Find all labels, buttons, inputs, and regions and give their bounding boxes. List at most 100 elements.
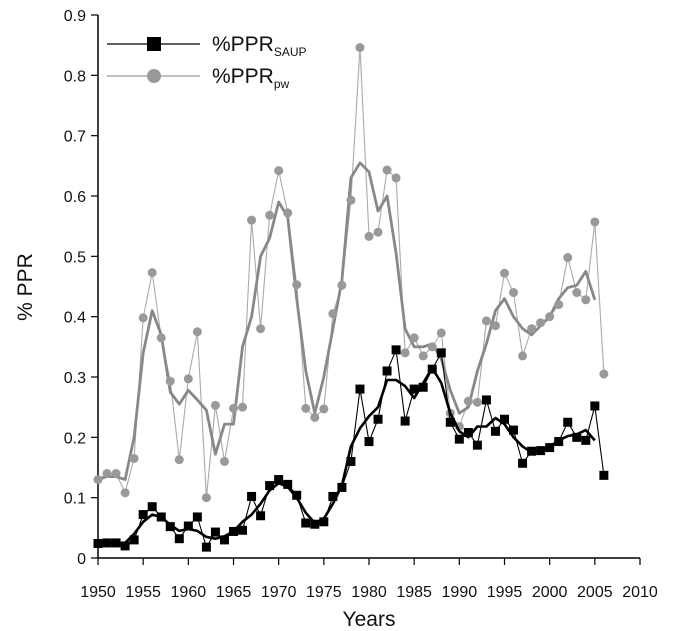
- data-point-pw: [490, 321, 500, 331]
- data-point-pw: [265, 210, 275, 220]
- y-tick-label: 0.5: [64, 249, 86, 266]
- data-point-pw: [346, 195, 356, 205]
- data-point-pw: [174, 455, 184, 465]
- data-point-pw: [111, 469, 121, 479]
- y-tick-label: 0.2: [64, 430, 86, 447]
- data-point-saup: [183, 521, 193, 531]
- data-point-saup: [509, 425, 519, 435]
- data-point-pw: [156, 333, 166, 343]
- x-tick-label: 1965: [216, 584, 252, 601]
- series-line-pw: [97, 47, 605, 498]
- data-point-pw: [229, 403, 238, 413]
- data-point-saup: [219, 535, 229, 545]
- y-tick-label: 0.3: [64, 370, 86, 387]
- data-point-saup: [346, 456, 356, 466]
- data-point-pw: [436, 328, 446, 338]
- data-point-saup: [599, 470, 609, 480]
- data-point-pw: [238, 402, 248, 412]
- data-point-saup: [174, 534, 184, 544]
- data-point-pw: [301, 403, 311, 413]
- data-point-saup: [581, 435, 591, 445]
- data-point-saup: [319, 517, 329, 527]
- data-point-pw: [400, 348, 410, 358]
- data-point-pw: [183, 374, 193, 384]
- data-point-pw: [319, 404, 329, 414]
- data-point-pw: [247, 215, 257, 225]
- x-tick-label: 1960: [171, 584, 207, 601]
- data-point-pw: [210, 400, 220, 410]
- legend-label-saup: %PPRSAUP: [212, 33, 307, 59]
- data-point-pw: [102, 469, 112, 479]
- data-point-pw: [328, 309, 338, 319]
- data-point-saup: [391, 345, 401, 355]
- legend-label-pw: %PPRpw: [212, 65, 290, 91]
- data-point-pw: [129, 453, 139, 463]
- x-tick-label: 2010: [622, 584, 658, 601]
- data-point-saup: [454, 434, 464, 444]
- data-point-saup: [120, 541, 130, 551]
- data-point-saup: [283, 479, 293, 489]
- legend: %PPRSAUP %PPRpw: [107, 33, 307, 91]
- data-point-saup: [328, 491, 338, 501]
- x-ticks: 1950 1955 1960 1965 1970 1975 1980 1985 1990 1995…: [80, 558, 658, 601]
- x-tick-label: 1985: [396, 584, 432, 601]
- series-trend-saup: [97, 366, 596, 545]
- data-point-saup: [111, 538, 121, 548]
- data-point-pw: [256, 324, 266, 334]
- data-point-saup: [247, 491, 257, 501]
- data-point-pw: [554, 300, 564, 310]
- series-trend-pw: [97, 161, 597, 481]
- data-point-pw: [219, 456, 229, 466]
- data-point-pw: [292, 280, 302, 290]
- data-point-saup: [518, 458, 528, 468]
- x-tick-label: 1955: [125, 584, 161, 601]
- y-tick-label: 0.7: [64, 129, 86, 146]
- data-point-pw: [355, 43, 365, 53]
- x-tick-label: 1975: [306, 584, 342, 601]
- data-point-pw: [418, 351, 428, 361]
- data-point-saup: [382, 366, 392, 376]
- data-point-saup: [445, 417, 455, 427]
- axes: 0 0.1 0.2 0.3 0.4 0.5 0.6 0.7 0.8 0.9 1950 1955 196…: [64, 8, 658, 601]
- data-point-saup: [554, 437, 564, 447]
- data-point-pw: [382, 165, 392, 175]
- data-point-pw: [391, 173, 401, 183]
- data-point-pw: [147, 268, 157, 278]
- data-point-pw: [310, 412, 320, 422]
- data-point-pw: [138, 313, 148, 323]
- data-point-saup: [527, 446, 537, 456]
- data-point-pw: [481, 316, 491, 326]
- data-point-pw: [527, 324, 537, 334]
- data-point-saup: [563, 417, 573, 427]
- legend-marker-pw: [147, 69, 161, 83]
- legend-marker-saup: [147, 37, 161, 51]
- data-point-saup: [373, 414, 383, 424]
- data-point-saup: [472, 440, 482, 450]
- x-axis-title: Years: [343, 608, 396, 631]
- data-point-saup: [310, 519, 320, 529]
- data-point-pw: [563, 253, 573, 263]
- data-point-saup: [400, 416, 410, 426]
- data-point-saup: [229, 526, 238, 536]
- data-point-saup: [536, 446, 546, 456]
- data-point-pw: [509, 288, 519, 298]
- data-point-saup: [572, 432, 582, 442]
- data-point-pw: [409, 333, 419, 343]
- y-tick-label: 0: [77, 551, 86, 568]
- data-point-saup: [238, 525, 248, 535]
- data-point-saup: [201, 542, 211, 552]
- data-point-saup: [265, 481, 275, 491]
- y-tick-label: 0.9: [64, 8, 86, 25]
- data-point-saup: [481, 395, 491, 405]
- data-point-pw: [192, 327, 202, 337]
- x-tick-label: 1995: [487, 584, 523, 601]
- data-point-saup: [337, 482, 347, 492]
- data-point-saup: [490, 426, 500, 436]
- data-point-saup: [210, 527, 220, 537]
- x-tick-label: 1970: [261, 584, 297, 601]
- data-point-pw: [545, 312, 555, 322]
- x-tick-label: 1980: [351, 584, 387, 601]
- data-point-pw: [364, 231, 374, 241]
- data-point-saup: [274, 475, 284, 485]
